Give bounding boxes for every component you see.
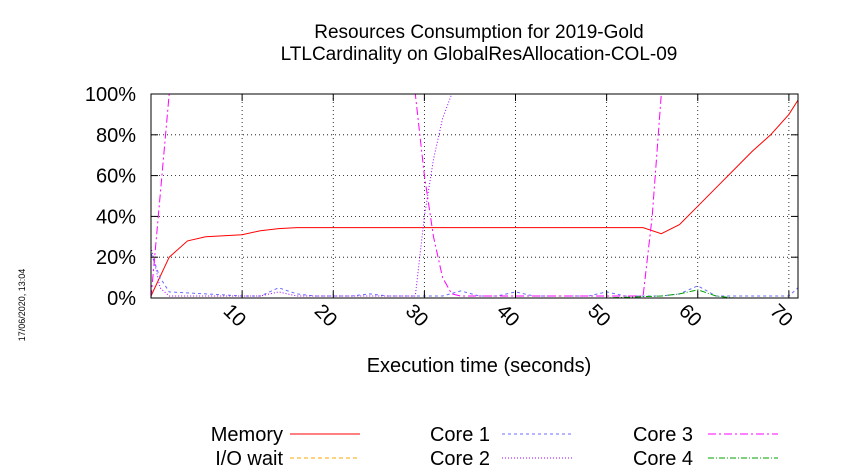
y-tick-label: 80% bbox=[96, 125, 136, 147]
series-line-core-3 bbox=[150, 93, 798, 299]
x-tick-label: 10 bbox=[219, 300, 250, 331]
x-tick-label: 40 bbox=[492, 300, 523, 331]
legend-label: Core 1 bbox=[430, 424, 490, 446]
timestamp: 17/06/2020, 13:04 bbox=[17, 268, 27, 342]
legend-label: Core 4 bbox=[633, 448, 693, 470]
series-line-core-4 bbox=[151, 289, 798, 299]
y-axis-ticks: 0% 20% 40% 60% 80% 100% bbox=[85, 84, 798, 310]
legend-label: Memory bbox=[211, 424, 283, 446]
chart-title: Resources Consumption for 2019-GoldLTLCa… bbox=[281, 22, 678, 65]
x-tick-label: 50 bbox=[583, 300, 614, 331]
x-tick-label: 60 bbox=[674, 300, 705, 331]
legend-label: I/O wait bbox=[215, 448, 283, 470]
x-tick-label: 20 bbox=[310, 300, 341, 331]
plot-frame bbox=[150, 93, 799, 299]
y-tick-label: 60% bbox=[96, 166, 136, 188]
y-tick-label: 20% bbox=[96, 247, 136, 269]
series-line-core-1 bbox=[150, 252, 799, 297]
x-tick-label: 30 bbox=[401, 300, 432, 331]
y-tick-label: 100% bbox=[85, 84, 136, 106]
grid bbox=[151, 94, 798, 298]
series-line-memory bbox=[150, 99, 799, 297]
chart-title-line: LTLCardinality on GlobalResAllocation-CO… bbox=[281, 44, 678, 65]
x-axis-label: Execution time (seconds) bbox=[367, 355, 592, 377]
x-tick-label: 70 bbox=[765, 300, 796, 331]
y-tick-label: 40% bbox=[96, 206, 136, 228]
chart-title-line: Resources Consumption for 2019-Gold bbox=[314, 22, 644, 43]
legend-label: Core 2 bbox=[430, 448, 490, 470]
series-line-core-2 bbox=[150, 93, 798, 297]
legend-label: Core 3 bbox=[633, 424, 693, 446]
y-tick-label: 0% bbox=[107, 288, 136, 310]
series-lines bbox=[150, 93, 799, 299]
